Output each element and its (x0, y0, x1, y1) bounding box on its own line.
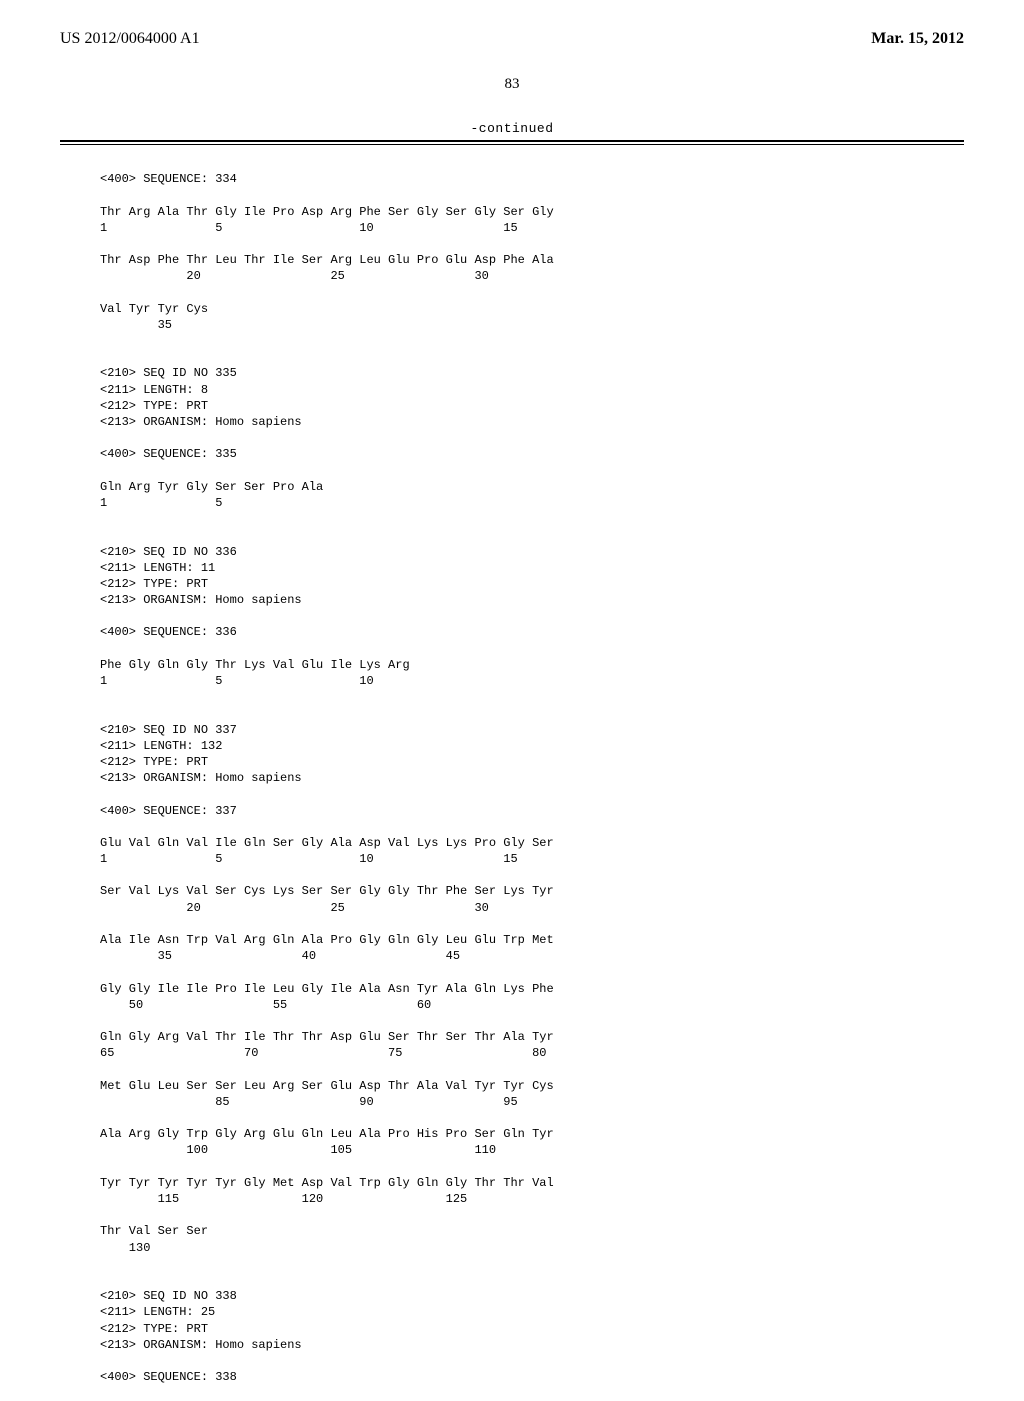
publication-date: Mar. 15, 2012 (871, 30, 964, 48)
sequence-listing: <400> SEQUENCE: 334 Thr Arg Ala Thr Gly … (0, 145, 1024, 1401)
page-number: 83 (0, 76, 1024, 93)
divider-top (60, 140, 964, 142)
publication-number: US 2012/0064000 A1 (60, 30, 200, 48)
page-header: US 2012/0064000 A1 Mar. 15, 2012 (0, 0, 1024, 48)
continued-label: -continued (0, 121, 1024, 136)
